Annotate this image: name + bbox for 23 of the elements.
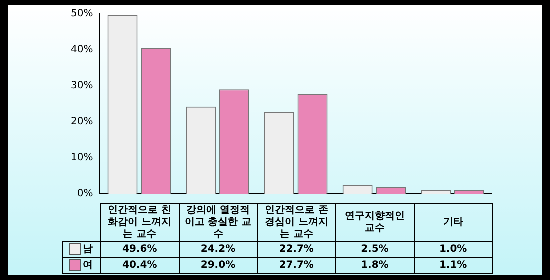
y-tick-label: 20% <box>70 116 94 128</box>
data-label: 2.5% <box>335 241 415 258</box>
data-label: 40.4% <box>100 257 180 274</box>
y-tick-label: 30% <box>70 80 94 92</box>
data-label: 27.7% <box>256 257 336 274</box>
legend-label: 여 <box>82 260 94 272</box>
y-tick-label: 0% <box>77 188 94 200</box>
y-tick-label: 40% <box>70 44 94 56</box>
data-label: 1.8% <box>335 257 415 274</box>
x-tick-label: 기타 <box>414 203 493 242</box>
data-label: 1.1% <box>414 257 493 274</box>
data-label: 22.7% <box>256 241 336 258</box>
y-tick-label: 50% <box>70 8 94 20</box>
legend-label: 남 <box>82 244 94 256</box>
data-label: 29.0% <box>178 257 258 274</box>
data-label: 1.0% <box>414 241 493 258</box>
data-label: 49.6% <box>100 241 180 258</box>
x-tick-label: 연구지향적인 교수 <box>335 203 415 242</box>
data-label: 24.2% <box>178 241 258 258</box>
y-tick-label: 10% <box>70 152 94 164</box>
x-tick-label: 인간적으로 존경심이 느껴지는 교수 <box>256 203 336 242</box>
x-tick-label: 인간적으로 친화감이 느껴지는 교수 <box>100 203 180 242</box>
x-tick-label: 강의에 열정적이고 충실한 교수 <box>178 203 258 242</box>
